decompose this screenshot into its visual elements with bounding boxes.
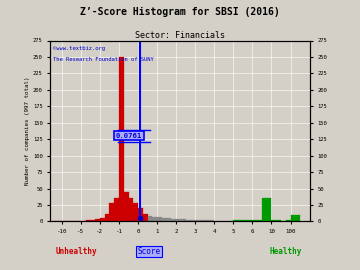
Bar [190, 220, 195, 221]
Text: Unhealthy: Unhealthy [55, 247, 97, 256]
Text: Sector: Financials: Sector: Financials [135, 31, 225, 40]
Bar [276, 220, 281, 221]
Bar [86, 220, 90, 221]
Text: 0.0761: 0.0761 [116, 133, 142, 139]
Bar [186, 220, 190, 221]
Bar [129, 198, 133, 221]
Text: The Research Foundation of SUNY: The Research Foundation of SUNY [53, 57, 154, 62]
Bar [105, 214, 109, 221]
Bar [119, 57, 124, 221]
Bar [114, 198, 119, 221]
Text: ©www.textbiz.org: ©www.textbiz.org [53, 46, 105, 51]
Bar [124, 192, 129, 221]
Bar [291, 215, 300, 221]
Text: Healthy: Healthy [269, 247, 302, 256]
Bar [271, 220, 276, 221]
Bar [233, 220, 243, 221]
Y-axis label: Number of companies (997 total): Number of companies (997 total) [25, 77, 30, 185]
Bar [181, 220, 186, 221]
Bar [205, 220, 214, 221]
Bar [143, 214, 148, 221]
Text: Z’-Score Histogram for SBSI (2016): Z’-Score Histogram for SBSI (2016) [80, 7, 280, 17]
Bar [195, 220, 205, 221]
Bar [262, 198, 271, 221]
Bar [90, 220, 95, 221]
Bar [176, 219, 181, 221]
Bar [167, 218, 171, 221]
Bar [162, 218, 167, 221]
Bar [152, 217, 157, 221]
Bar [109, 203, 114, 221]
Bar [148, 216, 152, 221]
Bar [95, 220, 100, 221]
Bar [138, 208, 143, 221]
Text: Score: Score [137, 247, 161, 256]
Bar [252, 220, 262, 221]
Bar [100, 218, 105, 221]
Bar [133, 203, 138, 221]
Bar [286, 220, 291, 221]
Bar [157, 217, 162, 221]
Bar [171, 219, 176, 221]
Bar [243, 220, 252, 221]
